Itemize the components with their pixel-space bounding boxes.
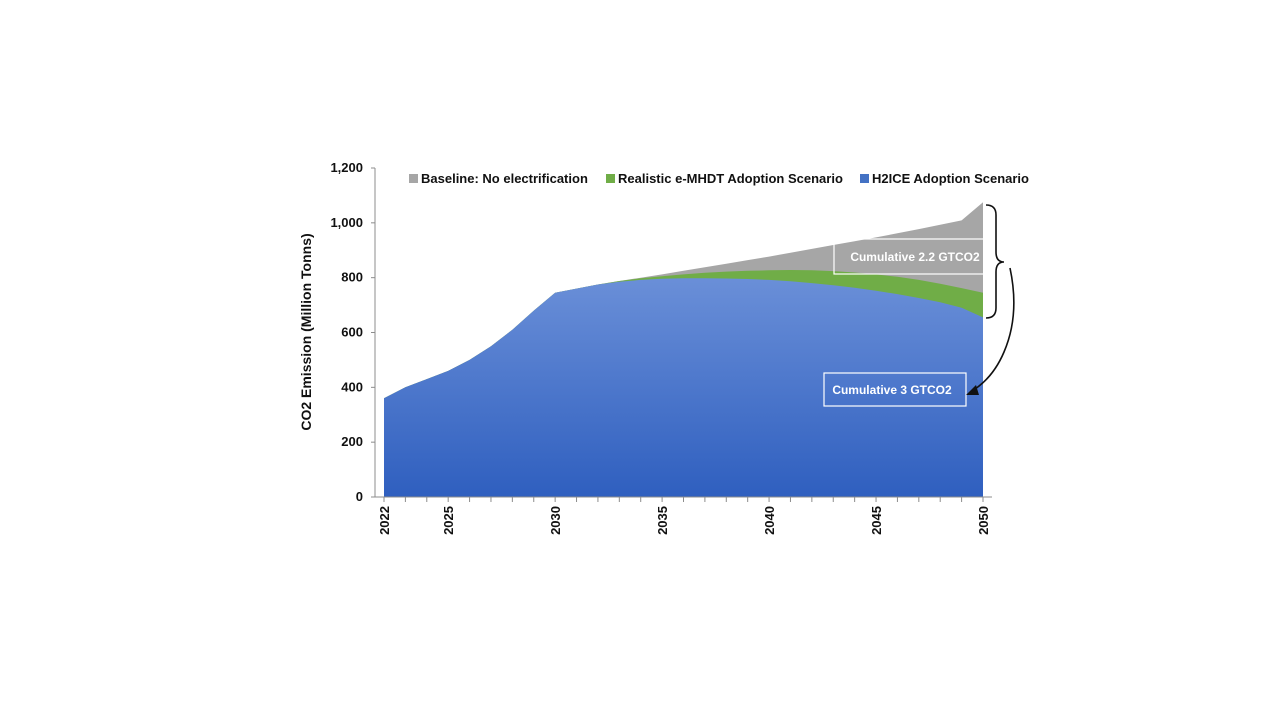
x-tick-label: 2045 bbox=[869, 506, 884, 535]
y-tick-label: 600 bbox=[341, 325, 363, 340]
legend-item: Realistic e-MHDT Adoption Scenario bbox=[606, 171, 843, 186]
annotation-cumulative-2-2: Cumulative 2.2 GTCO2 bbox=[833, 204, 1005, 319]
legend-swatch bbox=[409, 174, 418, 183]
y-tick-label: 1,000 bbox=[330, 215, 363, 230]
arrow-head-icon bbox=[966, 385, 979, 395]
legend-swatch bbox=[606, 174, 615, 183]
x-tick-label: 2025 bbox=[441, 506, 456, 535]
y-tick-label: 200 bbox=[341, 434, 363, 449]
x-tick-label: 2022 bbox=[377, 506, 392, 535]
annotation-label-3: Cumulative 3 GTCO2 bbox=[832, 383, 952, 397]
x-tick-label: 2030 bbox=[548, 506, 563, 535]
area-series-group bbox=[384, 202, 983, 498]
x-tick-label: 2050 bbox=[976, 506, 991, 535]
legend-item: Baseline: No electrification bbox=[409, 171, 588, 186]
legend-label: Baseline: No electrification bbox=[421, 171, 588, 186]
y-tick-label: 1,200 bbox=[330, 160, 363, 175]
annotation-label-2-2: Cumulative 2.2 GTCO2 bbox=[850, 250, 980, 264]
legend: Baseline: No electrification Realistic e-… bbox=[409, 171, 1029, 186]
annotation-cumulative-3: Cumulative 3 GTCO2 bbox=[823, 267, 1015, 407]
legend-label: H2ICE Adoption Scenario bbox=[872, 171, 1029, 186]
y-tick-label: 400 bbox=[341, 379, 363, 394]
annotation-box-3 bbox=[823, 372, 967, 407]
x-tick-label: 2035 bbox=[655, 506, 670, 535]
legend-swatch bbox=[860, 174, 869, 183]
y-tick-labels: 0 200 400 600 800 1,000 1,200 bbox=[330, 160, 375, 504]
x-tick-labels: 2022 2025 2030 2035 2040 2045 2050 bbox=[377, 497, 991, 535]
x-tick-label: 2040 bbox=[762, 506, 777, 535]
y-tick-label: 0 bbox=[356, 489, 363, 504]
area-h2ice bbox=[384, 278, 983, 497]
curved-arrow-icon bbox=[971, 267, 1015, 392]
y-tick-label: 800 bbox=[341, 270, 363, 285]
y-axis-title: CO2 Emission (Million Tonns) bbox=[298, 233, 314, 430]
legend-label: Realistic e-MHDT Adoption Scenario bbox=[618, 171, 843, 186]
bracket-icon bbox=[985, 204, 1005, 319]
legend-item: H2ICE Adoption Scenario bbox=[860, 171, 1029, 186]
